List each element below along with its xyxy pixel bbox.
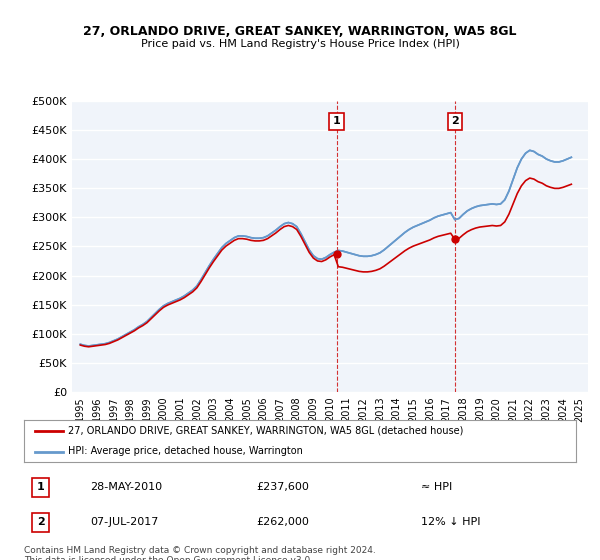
Text: 28-MAY-2010: 28-MAY-2010 [90,482,163,492]
Text: HPI: Average price, detached house, Warrington: HPI: Average price, detached house, Warr… [68,446,303,456]
Text: 07-JUL-2017: 07-JUL-2017 [90,517,158,527]
Text: 27, ORLANDO DRIVE, GREAT SANKEY, WARRINGTON, WA5 8GL: 27, ORLANDO DRIVE, GREAT SANKEY, WARRING… [83,25,517,38]
Text: 12% ↓ HPI: 12% ↓ HPI [421,517,481,527]
Text: £262,000: £262,000 [256,517,309,527]
Text: Contains HM Land Registry data © Crown copyright and database right 2024.
This d: Contains HM Land Registry data © Crown c… [24,546,376,560]
Text: 27, ORLANDO DRIVE, GREAT SANKEY, WARRINGTON, WA5 8GL (detached house): 27, ORLANDO DRIVE, GREAT SANKEY, WARRING… [68,426,464,436]
Text: Price paid vs. HM Land Registry's House Price Index (HPI): Price paid vs. HM Land Registry's House … [140,39,460,49]
Text: 2: 2 [37,517,44,527]
Text: £237,600: £237,600 [256,482,309,492]
Text: 1: 1 [37,482,44,492]
Text: 2: 2 [451,116,459,126]
Text: ≈ HPI: ≈ HPI [421,482,452,492]
Text: 1: 1 [333,116,341,126]
